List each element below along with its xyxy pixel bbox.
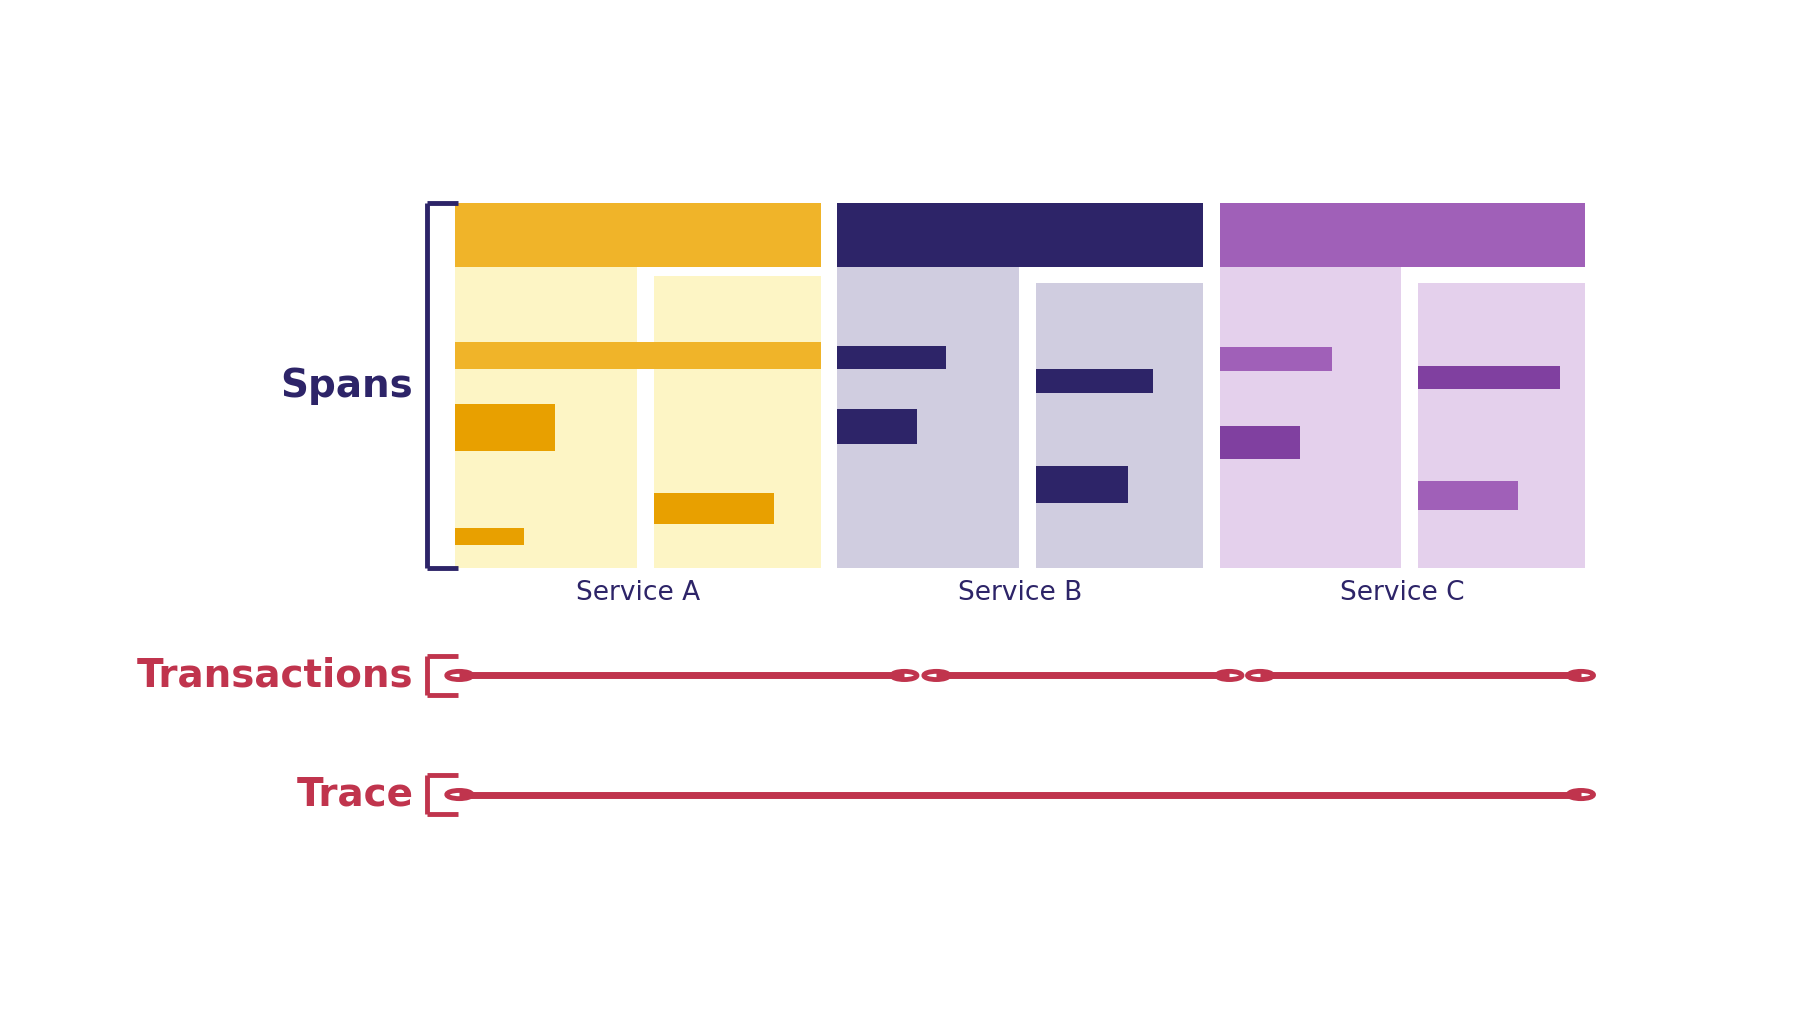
Bar [1220, 203, 1402, 568]
Text: Trace: Trace [297, 775, 414, 813]
Bar [455, 404, 554, 452]
Bar [837, 203, 1202, 267]
Bar [1418, 366, 1561, 390]
Text: Transactions: Transactions [137, 657, 414, 695]
Bar [1035, 284, 1202, 568]
Bar [1220, 347, 1332, 371]
Bar [1220, 426, 1300, 459]
Bar [653, 276, 821, 568]
Bar [455, 528, 524, 544]
Bar [1418, 284, 1586, 568]
Bar [837, 409, 918, 444]
Bar [837, 203, 1019, 568]
Text: Spans: Spans [281, 367, 414, 405]
Bar [1035, 369, 1152, 393]
Bar [455, 203, 821, 267]
Bar [1035, 466, 1129, 502]
Text: Service C: Service C [1341, 580, 1465, 606]
Text: Service B: Service B [958, 580, 1082, 606]
Bar [1418, 480, 1517, 510]
Bar [455, 203, 637, 568]
Text: Service A: Service A [576, 580, 700, 606]
Bar [1220, 203, 1586, 267]
Bar [455, 342, 821, 369]
Bar [837, 345, 947, 369]
Bar [653, 494, 774, 525]
